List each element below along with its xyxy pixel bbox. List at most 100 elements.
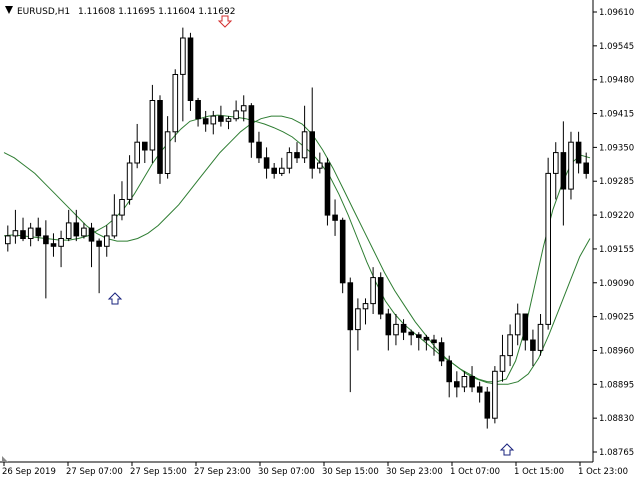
candle-body	[484, 391, 491, 419]
y-tick-label: 1.09155	[599, 245, 634, 255]
candle	[537, 314, 544, 356]
candle-body	[286, 152, 293, 169]
candle-body	[294, 152, 300, 159]
candle-body	[5, 235, 11, 245]
candle	[248, 103, 255, 158]
candle-body	[370, 277, 376, 305]
candle	[438, 337, 445, 367]
candle	[12, 209, 19, 244]
axes	[0, 0, 594, 463]
candle-body	[73, 222, 80, 237]
candle-body	[172, 74, 179, 133]
candle-body	[476, 386, 483, 393]
candle-body	[332, 214, 338, 221]
candle	[423, 334, 430, 351]
candle-body	[537, 323, 544, 351]
candle-body	[263, 157, 270, 169]
candle-body	[12, 230, 19, 237]
candle	[309, 87, 315, 179]
candle-body	[545, 172, 552, 325]
candle-body	[514, 313, 521, 336]
y-tick-label: 1.09545	[599, 42, 634, 52]
candle-body	[499, 355, 506, 372]
candle	[301, 105, 308, 164]
candle-body	[119, 199, 125, 216]
candle	[157, 95, 163, 184]
candle	[469, 366, 475, 393]
candle	[233, 100, 239, 122]
scroll-corner-icon	[2, 456, 8, 462]
candle	[126, 155, 133, 205]
candle	[385, 308, 392, 351]
candle-body	[58, 238, 64, 247]
candle	[142, 141, 148, 164]
x-tick-label: 27 Sep 23:00	[194, 467, 251, 477]
candle-body	[142, 141, 148, 151]
candle	[400, 319, 407, 341]
x-tick-label: 30 Sep 15:00	[322, 467, 379, 477]
candle-body	[400, 323, 407, 333]
y-tick-label: 1.08765	[599, 448, 634, 458]
candle	[81, 222, 87, 239]
candle	[164, 116, 171, 179]
candle	[218, 105, 224, 127]
y-tick-label: 1.08960	[599, 346, 634, 356]
x-tick-label: 27 Sep 15:00	[130, 467, 187, 477]
candle-body	[438, 342, 445, 362]
candle	[202, 110, 209, 132]
x-tick-label: 27 Sep 07:00	[66, 467, 123, 477]
candle	[119, 181, 125, 221]
candle-body	[50, 243, 57, 247]
candle	[317, 152, 323, 174]
y-tick-label: 1.09220	[599, 211, 634, 221]
buy-arrow-icon[interactable]	[107, 292, 123, 305]
candle-body	[180, 37, 186, 75]
candle	[104, 225, 110, 257]
candle	[575, 131, 582, 174]
candle-body	[149, 100, 156, 151]
candle-body	[88, 227, 95, 242]
x-tick-label: 26 Sep 2019	[2, 467, 56, 477]
candle	[294, 142, 300, 164]
y-tick-label: 1.09415	[599, 110, 634, 120]
candle	[522, 313, 529, 351]
sell-arrow-icon[interactable]	[217, 15, 233, 28]
candle-body	[530, 339, 536, 351]
candle	[263, 147, 270, 179]
candle-body	[339, 219, 346, 284]
candle-body	[507, 334, 513, 357]
candle-body	[492, 370, 498, 419]
candle-body	[195, 100, 201, 120]
candles	[5, 27, 590, 429]
candle	[332, 199, 338, 236]
candle	[514, 303, 521, 346]
candle-body	[446, 360, 452, 383]
x-tick-label: 30 Sep 23:00	[386, 467, 443, 477]
candle	[286, 147, 293, 174]
candle-body	[583, 162, 590, 174]
candle	[172, 69, 179, 143]
candle	[568, 131, 574, 200]
buy-arrow-icon[interactable]	[499, 443, 515, 456]
candle	[111, 194, 118, 239]
candle	[583, 152, 590, 179]
candle-body	[385, 313, 392, 336]
candle	[476, 381, 483, 403]
candle-body	[355, 308, 361, 331]
candle-body	[279, 167, 285, 174]
candle	[187, 32, 194, 111]
y-axis-ticks: 1.09610 1.09545 1.09480 1.09415 1.09350 1.092…	[593, 8, 634, 458]
candle-body	[522, 313, 529, 341]
candle	[347, 277, 354, 393]
candle	[484, 386, 491, 429]
candle	[355, 298, 361, 351]
x-tick-label: 30 Sep 07:00	[258, 467, 315, 477]
candle	[324, 157, 331, 226]
candle	[20, 217, 26, 242]
candle	[43, 220, 49, 299]
candle-body	[164, 131, 171, 175]
candle	[5, 225, 11, 252]
header-triangle-icon	[5, 6, 13, 14]
